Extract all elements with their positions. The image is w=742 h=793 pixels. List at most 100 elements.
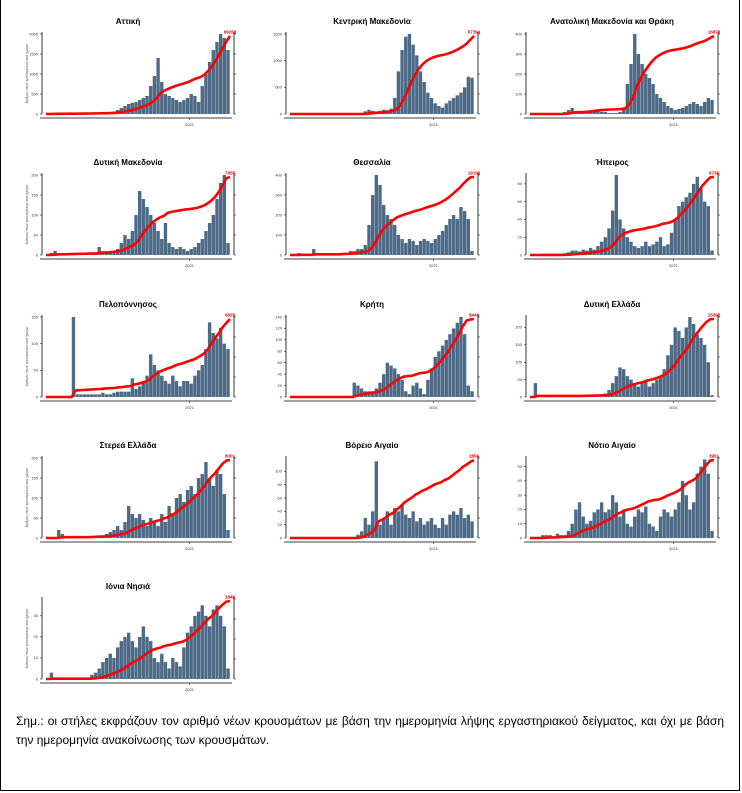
- bar: [126, 632, 131, 679]
- bar: [156, 231, 160, 255]
- bar: [706, 98, 711, 114]
- y-tick-label: 50: [34, 368, 39, 373]
- bar: [644, 379, 648, 397]
- bar: [178, 666, 182, 679]
- bar: [533, 383, 538, 397]
- bar: [640, 383, 644, 397]
- bar: [422, 394, 426, 397]
- bar: [677, 330, 681, 397]
- bar: [411, 511, 415, 538]
- bar: [541, 535, 545, 538]
- chart-panel: Κρήτη 0 20 40 60 80 100 120 140 2021 8448: [252, 295, 492, 425]
- bar: [418, 71, 423, 114]
- y-tick-label: 150: [31, 314, 38, 319]
- bar: [596, 509, 600, 538]
- bar: [130, 514, 135, 538]
- bar: [699, 188, 703, 255]
- bar: [666, 106, 670, 114]
- bar: [448, 514, 452, 538]
- y-axis-label: Αριθμός νέων κρουσμάτων ανά ημέρα: [25, 327, 29, 386]
- bar: [655, 379, 659, 397]
- bar: [440, 518, 445, 538]
- bar: [599, 241, 604, 255]
- bar: [625, 84, 630, 114]
- chart-svg: Στερεά Ελλάδα Αριθμός νέων κρουσμάτων ανά…: [25, 441, 236, 551]
- y-tick-label: 20: [518, 507, 523, 512]
- bar: [152, 657, 157, 679]
- bar: [211, 333, 215, 397]
- bar: [684, 197, 688, 255]
- y-tick-label: 150: [31, 192, 38, 197]
- x-tick-label: 2021: [669, 263, 679, 268]
- bar: [359, 531, 364, 538]
- bar: [625, 237, 630, 255]
- chart-panel: Ιόνια Νησιά Αριθμός νέων κρουσμάτων ανά η…: [8, 577, 248, 707]
- bar: [437, 528, 441, 538]
- bar: [101, 253, 105, 255]
- bar: [581, 516, 585, 538]
- bar: [130, 378, 135, 397]
- chart-svg: Κεντρική Μακεδονία 0 500 1000 1500 2021 87394: [273, 17, 481, 127]
- bar: [174, 100, 179, 114]
- chart-title: Δυτική Ελλάδα: [584, 300, 641, 309]
- footnote: Σημ.: οι στήλες εκφράζουν τον αριθμό νέω…: [16, 714, 724, 747]
- bar: [695, 473, 699, 538]
- y-axis-label: Αριθμός νέων κρουσμάτων ανά ημέρα: [25, 185, 29, 244]
- bar: [178, 247, 182, 255]
- bar: [695, 104, 699, 114]
- cumulative-line: [530, 458, 715, 540]
- bar: [123, 391, 127, 397]
- bar: [655, 530, 659, 538]
- bar: [193, 494, 197, 538]
- bar: [699, 337, 703, 397]
- bar: [367, 225, 371, 255]
- cumulative-line: [290, 35, 475, 116]
- bar: [396, 511, 401, 538]
- bar: [566, 110, 571, 114]
- x-tick-label: 2021: [669, 405, 679, 410]
- chart-panel: Νότιο Αιγαίο 0 10 20 30 40 50 2021 3951: [492, 436, 732, 566]
- bar: [651, 244, 655, 255]
- bar: [79, 394, 83, 397]
- bar: [178, 494, 182, 538]
- y-tick-label: 0: [36, 111, 39, 116]
- bar: [152, 76, 157, 114]
- y-tick-label: 100: [31, 495, 38, 500]
- bar: [466, 219, 471, 255]
- bar: [222, 175, 227, 255]
- bar: [207, 626, 212, 679]
- bar: [599, 502, 604, 538]
- bar: [112, 392, 116, 397]
- bar: [710, 100, 714, 114]
- bar: [141, 520, 146, 538]
- bar: [459, 317, 463, 397]
- bar: [112, 657, 116, 679]
- bar: [226, 243, 230, 255]
- chart-panel: Ήπειρος 0 20 40 60 80 2021 6738: [492, 153, 732, 283]
- bar: [407, 394, 412, 397]
- y-tick-label: 0: [280, 535, 283, 540]
- bar: [204, 615, 208, 679]
- bar: [90, 394, 94, 397]
- cumulative-total-label: 8001: [225, 454, 236, 459]
- bar: [455, 322, 459, 397]
- bar: [145, 207, 149, 255]
- bar: [374, 175, 379, 255]
- bar: [614, 502, 619, 538]
- bar: [163, 662, 168, 679]
- cumulative-line: [46, 175, 231, 257]
- y-tick-label: 50: [34, 515, 39, 520]
- bar: [644, 241, 648, 255]
- bar: [160, 653, 164, 679]
- chart-title: Στερεά Ελλάδα: [100, 441, 157, 450]
- bar: [459, 92, 463, 114]
- bar: [415, 245, 419, 255]
- y-axis-label: Αριθμός νέων κρουσμάτων ανά ημέρα: [25, 468, 29, 527]
- y-tick-label: 150: [31, 475, 38, 480]
- bar: [363, 245, 367, 255]
- chart-title: Βόρειο Αιγαίο: [346, 441, 399, 450]
- bar: [629, 379, 633, 397]
- bar: [382, 374, 386, 397]
- chart-panel: Αττική Αριθμός νέων κρουσμάτων ανά ημέρα 0…: [8, 12, 248, 142]
- bar: [411, 385, 415, 397]
